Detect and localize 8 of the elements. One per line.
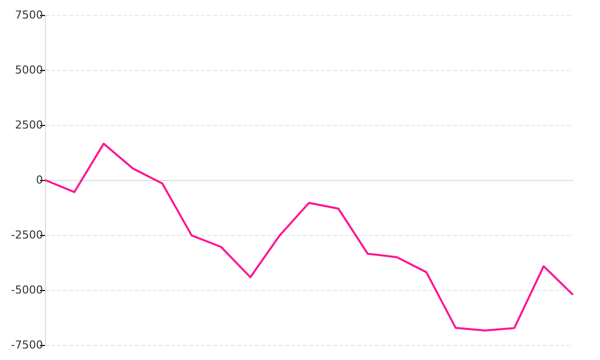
- y-tick-label: 7500: [15, 8, 43, 22]
- y-tick-label: -7500: [11, 338, 43, 352]
- y-tick-label: -2500: [11, 228, 43, 242]
- y-tick-label: 5000: [15, 64, 43, 76]
- y-tick-label: 0: [36, 174, 43, 186]
- line-series: [44, 142, 574, 332]
- y-tick-label: 2500: [15, 118, 43, 132]
- y-tick-label: -5000: [11, 284, 43, 296]
